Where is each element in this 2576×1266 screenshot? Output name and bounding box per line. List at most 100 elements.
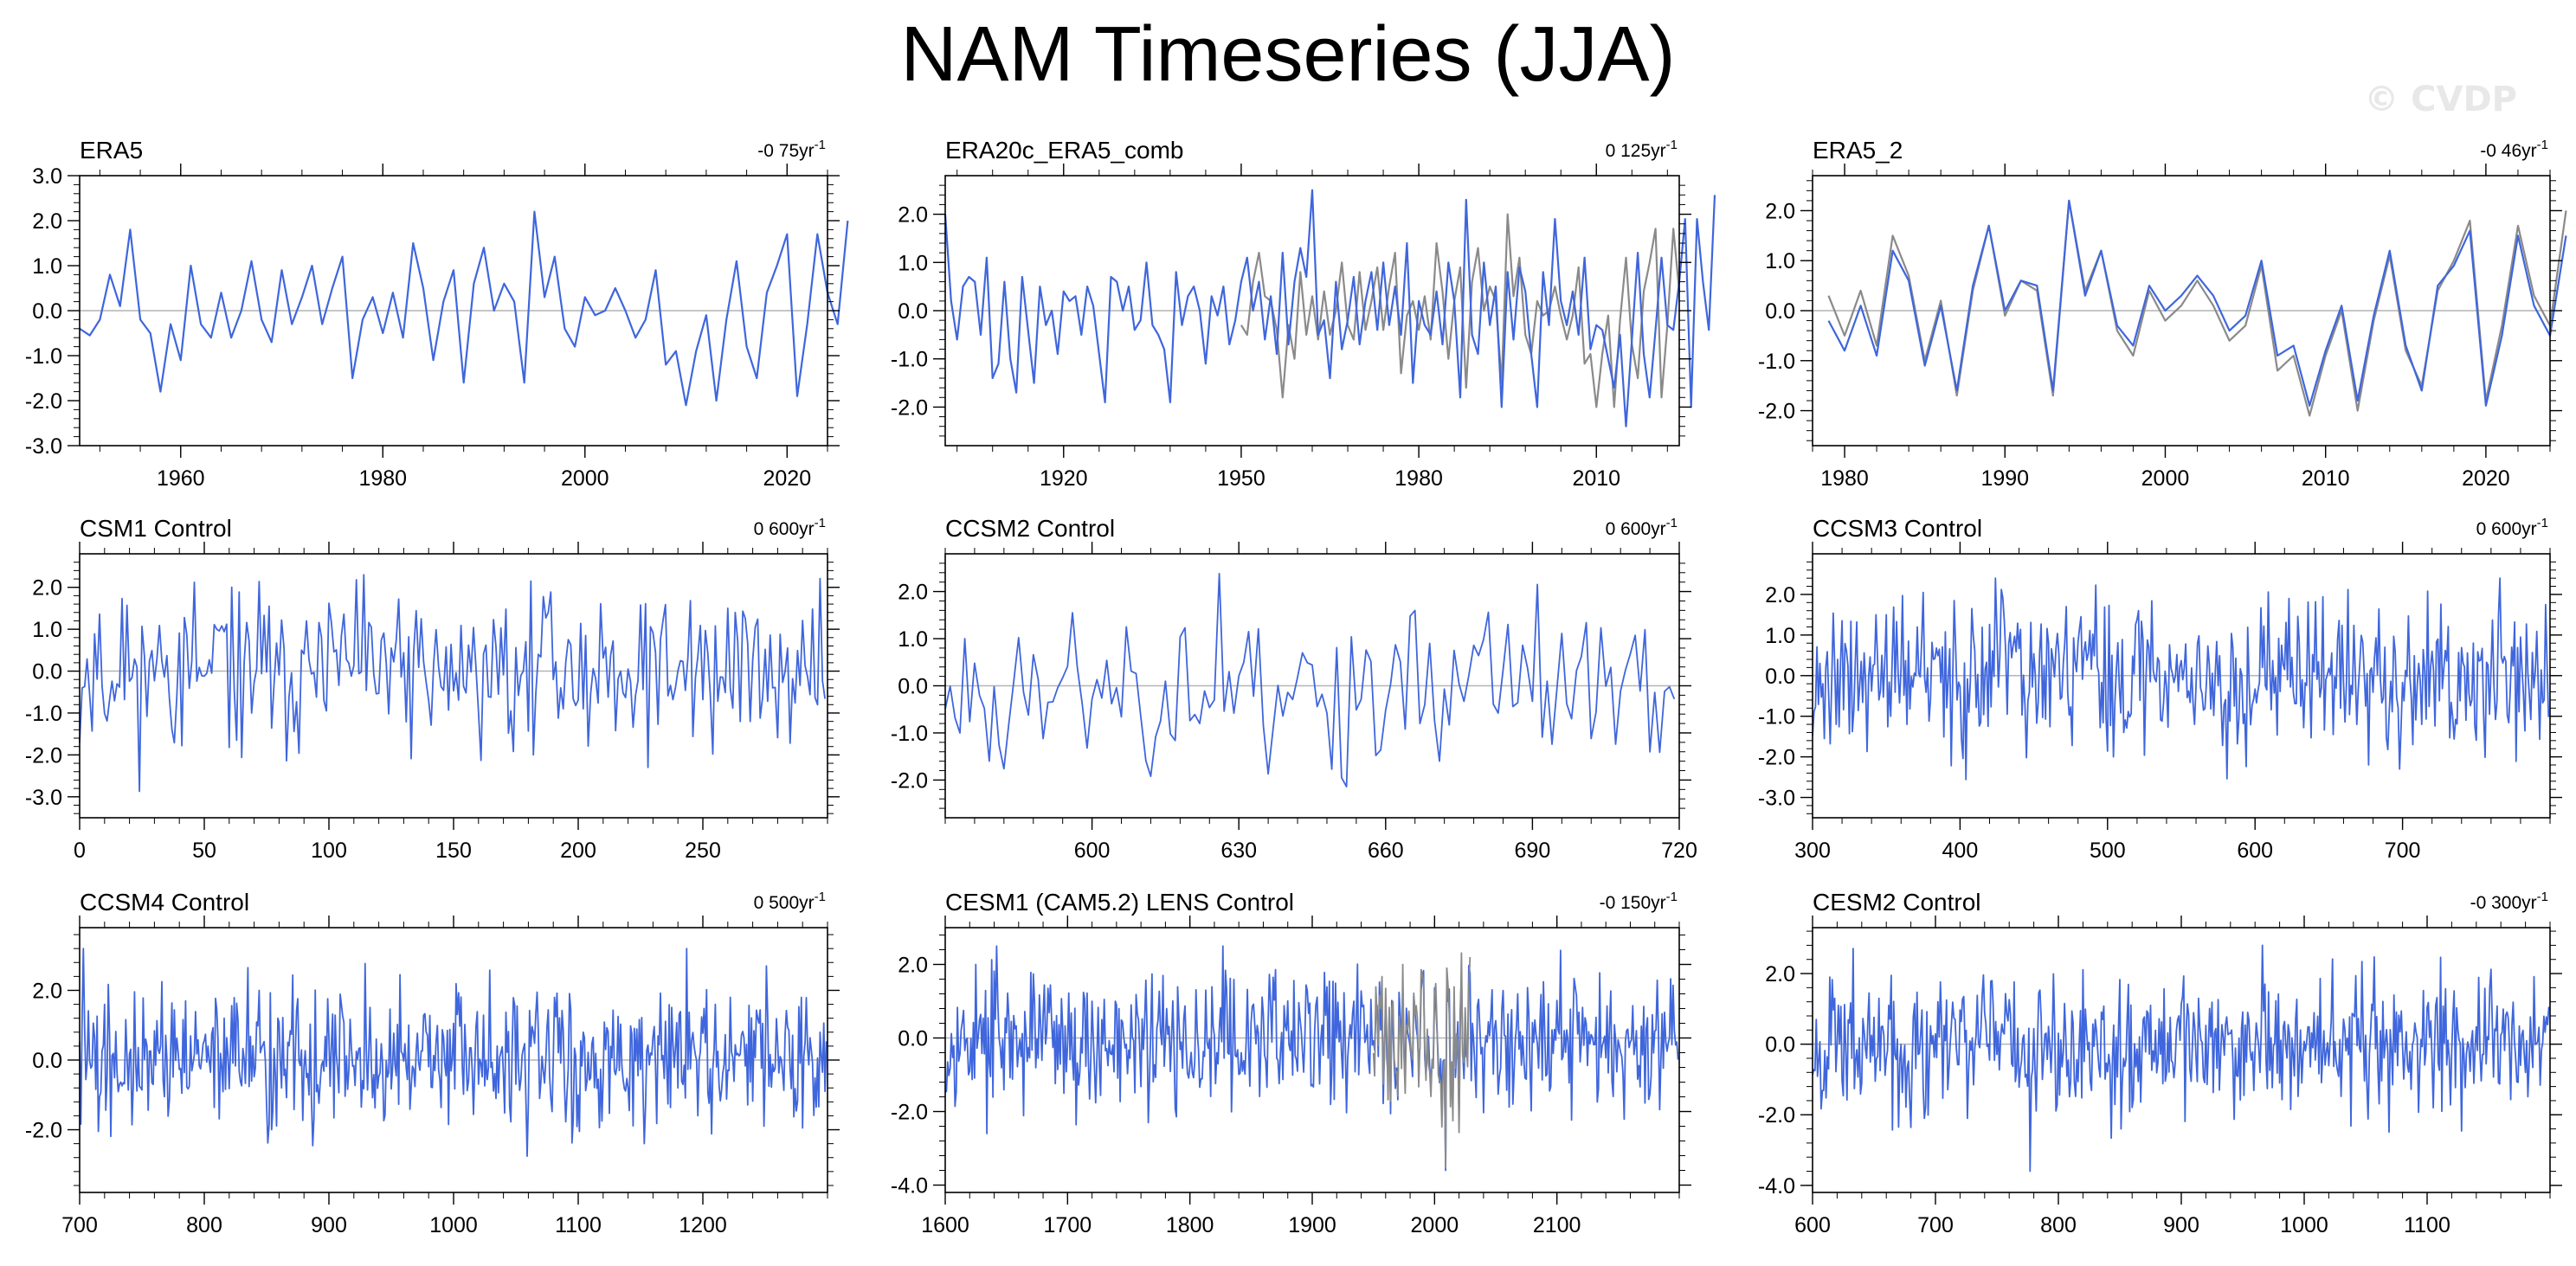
- y-tick-label: 1.0: [898, 251, 928, 275]
- x-tick-label: 150: [435, 839, 472, 863]
- cvdp-watermark: © CVDP: [2364, 80, 2517, 119]
- x-tick-label: 250: [685, 839, 721, 863]
- y-tick-label: 0.0: [32, 1049, 62, 1073]
- y-tick-label: -2.0: [891, 768, 928, 793]
- x-tick-label: 900: [311, 1213, 347, 1237]
- x-tick-label: 660: [1368, 839, 1404, 863]
- y-tick-label: 0.0: [32, 660, 62, 684]
- y-tick-label: 1.0: [1765, 249, 1795, 273]
- trend-label: 0 500yr-1: [754, 890, 826, 913]
- trend-label: 0 600yr-1: [754, 516, 826, 539]
- trend-label: -0 300yr-1: [2470, 890, 2548, 913]
- y-tick-label: 2.0: [1765, 583, 1795, 607]
- y-tick-label: -1.0: [1758, 705, 1795, 729]
- nam-series-line: [79, 948, 828, 1157]
- panel-era5-2: -2.0 -1.0 0.0 1.0 2.0 1980 1990 2000 2010 2020 ERA…: [1758, 137, 2567, 491]
- x-tick-label: 400: [1942, 839, 1979, 863]
- x-tick-label: 1000: [429, 1213, 478, 1237]
- nam-series-line: [944, 573, 1676, 787]
- y-tick-label: 0.0: [1765, 1033, 1795, 1057]
- y-tick-label: 1.0: [32, 254, 62, 279]
- x-tick-label: 1980: [358, 466, 407, 491]
- nam-series-line: [1827, 199, 2567, 407]
- y-tick-label: -1.0: [1758, 350, 1795, 374]
- x-tick-label: 50: [192, 839, 216, 863]
- trend-exponent: -1: [2537, 890, 2548, 904]
- x-tick-label: 700: [1917, 1213, 1954, 1237]
- x-tick-label: 690: [1515, 839, 1551, 863]
- x-tick-label: 500: [2090, 839, 2126, 863]
- x-tick-label: 1800: [1166, 1213, 1214, 1237]
- y-tick-label: -3.0: [1758, 787, 1795, 811]
- y-tick-label: 2.0: [898, 203, 928, 228]
- y-tick-label: -2.0: [1758, 746, 1795, 770]
- trend-value: 0 600yr: [2476, 519, 2537, 539]
- x-tick-label: 800: [186, 1213, 222, 1237]
- trend-exponent: -1: [815, 138, 826, 152]
- y-tick-label: 0.0: [1765, 299, 1795, 324]
- x-tick-label: 100: [311, 839, 347, 863]
- x-tick-label: 700: [2385, 839, 2421, 863]
- y-tick-label: 0.0: [898, 675, 928, 699]
- y-tick-label: -1.0: [25, 702, 62, 726]
- y-tick-label: 2.0: [32, 209, 62, 234]
- x-tick-label: 600: [1794, 1213, 1831, 1237]
- trend-label: -0 46yr-1: [2480, 138, 2548, 161]
- x-tick-label: 2000: [561, 466, 609, 491]
- plot-frame: [1812, 553, 2551, 819]
- x-tick-label: 1600: [921, 1213, 969, 1237]
- y-tick-label: 0.0: [1765, 665, 1795, 689]
- y-tick-label: -2.0: [25, 743, 62, 768]
- y-tick-label: 1.0: [1765, 624, 1795, 648]
- trend-exponent: -1: [1666, 138, 1678, 152]
- x-tick-label: 1960: [157, 466, 205, 491]
- y-tick-label: -1.0: [25, 344, 62, 369]
- y-tick-label: 2.0: [32, 979, 62, 1003]
- x-tick-label: 1900: [1288, 1213, 1336, 1237]
- nam-series-line: [1812, 577, 2550, 781]
- panel-cesm1-cam5-2-lens-control: -4.0 -2.0 0.0 2.0 1600 1700 1800 1900 2000 2100 CE…: [891, 889, 1691, 1237]
- x-tick-label: 0: [74, 839, 86, 863]
- x-tick-label: 2100: [1533, 1213, 1581, 1237]
- trend-value: -0 46yr: [2480, 141, 2536, 161]
- panel-era5: -3.0 -2.0 -1.0 0.0 1.0 2.0 3.0 1960 1980 2000 2020…: [25, 137, 849, 491]
- x-tick-label: 2010: [1572, 466, 1620, 491]
- y-tick-label: 2.0: [1765, 962, 1795, 986]
- y-tick-label: -2.0: [891, 1101, 928, 1125]
- x-tick-label: 600: [1074, 839, 1111, 863]
- x-tick-label: 800: [2040, 1213, 2077, 1237]
- x-tick-label: 2000: [1411, 1213, 1459, 1237]
- reference-series-line: [1240, 213, 1681, 408]
- panel-title: CESM2 Control: [1813, 889, 1981, 916]
- panel-ccsm4-control: -2.0 0.0 2.0 700 800 900 1000 1100 1200 CCSM4 Con…: [25, 889, 840, 1237]
- x-tick-label: 1700: [1044, 1213, 1092, 1237]
- x-tick-label: 1990: [1980, 466, 2029, 491]
- y-tick-label: -2.0: [25, 1119, 62, 1143]
- nam-series-line: [943, 189, 1716, 427]
- trend-value: 0 125yr: [1606, 141, 1666, 161]
- reference-series-line: [1372, 952, 1472, 1168]
- trend-exponent: -1: [1666, 516, 1678, 530]
- nam-series-line: [1812, 944, 2550, 1173]
- x-tick-label: 2020: [2462, 466, 2510, 491]
- y-tick-label: 2.0: [898, 954, 928, 978]
- trend-value: 0 600yr: [754, 519, 815, 539]
- panel-title: CSM1 Control: [80, 515, 232, 542]
- nam-series-line: [79, 574, 826, 793]
- panel-title: ERA5: [80, 137, 143, 164]
- x-tick-label: 1920: [1040, 466, 1088, 491]
- y-tick-label: 3.0: [32, 164, 62, 189]
- nam-series-line: [79, 210, 849, 407]
- y-tick-label: 2.0: [1765, 199, 1795, 223]
- panel-title: CCSM4 Control: [80, 889, 249, 916]
- x-tick-label: 2000: [2141, 466, 2190, 491]
- y-tick-label: -2.0: [1758, 1103, 1795, 1128]
- trend-exponent: -1: [2537, 138, 2548, 152]
- nam-series-line: [944, 945, 1679, 1172]
- panel-title: CCSM2 Control: [945, 515, 1115, 542]
- panel-era20c-era5-comb: -2.0 -1.0 0.0 1.0 2.0 1920 1950 1980 2010 ERA20c_…: [891, 137, 1716, 491]
- trend-label: 0 600yr-1: [1606, 516, 1678, 539]
- trend-label: 0 125yr-1: [1606, 138, 1678, 161]
- x-tick-label: 1000: [2280, 1213, 2328, 1237]
- panel-title: CCSM3 Control: [1813, 515, 1982, 542]
